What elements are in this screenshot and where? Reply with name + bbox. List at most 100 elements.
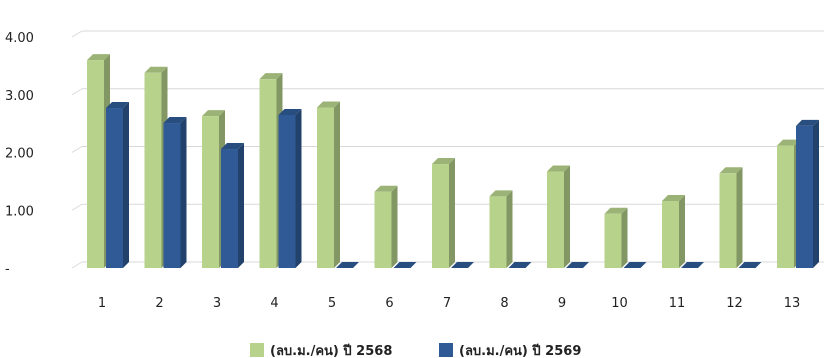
bar-side	[621, 207, 628, 268]
bar-front	[777, 145, 794, 268]
bar-top	[106, 102, 129, 109]
bar-2568-7	[432, 158, 455, 268]
bar-top	[796, 119, 819, 126]
gridline-stub	[71, 88, 83, 96]
y-tick-label: 1.00	[5, 204, 34, 219]
bar-top	[623, 262, 647, 268]
x-tick-label: 1	[98, 296, 106, 311]
bar-2569-9	[566, 262, 589, 268]
bar-side	[238, 143, 244, 268]
bar-front	[106, 108, 123, 268]
gridline-stub	[71, 261, 83, 269]
bar-front	[163, 123, 181, 268]
gridline-stub	[71, 146, 83, 153]
bar-front	[547, 171, 564, 268]
bar-front	[489, 196, 507, 268]
bar-2569-3	[221, 143, 244, 268]
bar-top	[317, 101, 340, 108]
gridline-stub	[71, 30, 83, 38]
bar-2569-11	[681, 262, 704, 268]
bar-2568-10	[604, 207, 628, 268]
legend: (ลบ.ม./คน) ปี 2568 (ลบ.ม./คน) ปี 2569	[250, 343, 581, 358]
bar-top	[508, 262, 532, 268]
bar-top	[547, 165, 570, 172]
bar-2568-9	[547, 165, 570, 268]
x-tick-label: 7	[443, 296, 451, 311]
legend-swatch-2568	[250, 343, 264, 357]
x-tick-label: 9	[558, 296, 566, 311]
x-axis: 1 2 3 4 5 6 7 8 9 10 11 12 13	[98, 296, 800, 311]
bar-top	[278, 108, 302, 115]
y-tick-label: -	[5, 262, 10, 277]
bar-side	[123, 102, 129, 268]
bar-side	[506, 190, 513, 268]
bar-front	[662, 201, 679, 268]
bar-front	[432, 164, 449, 268]
bar-top	[432, 158, 455, 165]
x-tick-label: 6	[385, 296, 393, 311]
bar-top	[202, 110, 225, 117]
bar-top	[87, 54, 110, 61]
bar-2569-5	[336, 262, 359, 268]
legend-swatch-2569	[439, 343, 453, 357]
bar-top	[777, 139, 800, 146]
legend-label-2568: (ลบ.ม./คน) ปี 2568	[270, 343, 392, 358]
bar-front	[221, 149, 238, 268]
bar-side	[449, 158, 455, 268]
x-tick-label: 4	[270, 296, 278, 311]
bar-2569-7	[451, 262, 474, 268]
bar-top	[393, 262, 417, 268]
x-tick-label: 11	[669, 296, 686, 311]
bar-side	[564, 165, 570, 268]
bar-2569-12	[738, 262, 762, 268]
x-tick-label: 10	[611, 296, 628, 311]
bar-2569-10	[623, 262, 647, 268]
bar-top	[221, 143, 244, 150]
bar-side	[334, 101, 340, 268]
x-tick-label: 2	[155, 296, 163, 311]
bar-front	[278, 114, 296, 269]
bar-front	[374, 191, 392, 268]
bar-side	[736, 167, 743, 268]
bar-top	[719, 167, 743, 174]
bar-2569-13	[796, 119, 819, 268]
bar-2568-11	[662, 195, 685, 268]
bar-front	[144, 72, 162, 269]
legend-label-2569: (ลบ.ม./คน) ปี 2569	[459, 343, 581, 358]
bar-front	[796, 125, 813, 268]
bar-2568-12	[719, 167, 743, 268]
bar-series	[87, 54, 819, 269]
x-tick-label: 8	[500, 296, 508, 311]
bar-top	[259, 73, 283, 80]
bar-top	[566, 262, 589, 268]
bar-side	[391, 185, 398, 268]
bar-2569-6	[393, 262, 417, 268]
bar-top	[738, 262, 762, 268]
y-tick-label: 4.00	[5, 31, 34, 46]
bar-front	[259, 79, 277, 268]
bar-2568-6	[374, 185, 398, 268]
bar-2569-2	[163, 117, 187, 268]
bar-front	[317, 107, 334, 268]
x-tick-label: 12	[726, 296, 743, 311]
y-tick-label: 3.00	[5, 89, 34, 104]
bar-2569-1	[106, 102, 129, 268]
bar-side	[295, 108, 302, 269]
bar-front	[87, 60, 104, 268]
bar-top	[489, 190, 513, 197]
x-tick-label: 13	[784, 296, 801, 311]
bar-top	[662, 195, 685, 202]
gridline-stub	[71, 203, 83, 211]
bar-top	[681, 262, 704, 268]
bar-side	[679, 195, 685, 268]
bar-top	[163, 117, 187, 124]
bar-top	[336, 262, 359, 268]
y-axis: - 1.00 2.00 3.00 4.00	[5, 31, 34, 277]
bar-side	[813, 119, 819, 268]
bar-2568-5	[317, 101, 340, 268]
bar-top	[604, 207, 628, 214]
bar-top	[451, 262, 474, 268]
y-tick-label: 2.00	[5, 147, 34, 162]
bar-2568-8	[489, 190, 513, 268]
